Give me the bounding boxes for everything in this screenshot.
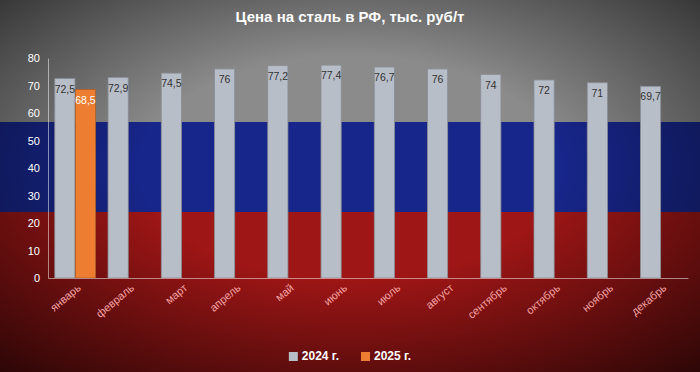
x-axis-line — [49, 278, 689, 279]
x-tick: март — [163, 278, 190, 306]
data-label: 69,7 — [640, 90, 661, 102]
bar — [55, 79, 75, 278]
bar — [215, 69, 235, 278]
x-tick-label: ноябрь — [580, 281, 616, 314]
x-tick-label: июнь — [321, 281, 349, 307]
data-label: 72,9 — [108, 82, 129, 94]
legend-swatch — [361, 352, 370, 361]
x-tick-label: март — [163, 281, 190, 306]
title: Цена на сталь в РФ, тыс. руб/т — [236, 8, 465, 25]
bar — [108, 78, 128, 278]
y-tick: 10 — [28, 245, 48, 257]
y-tick: 30 — [28, 190, 48, 202]
plot: 0 10 20 30 40 50 60 70 80 январь февраль март апрель… — [28, 52, 689, 321]
y-tick-label: 40 — [28, 162, 40, 174]
y-tick-label: 10 — [28, 245, 40, 257]
y-tick: 50 — [28, 135, 48, 147]
data-label: 68,5 — [75, 94, 96, 106]
vignette — [0, 0, 700, 372]
x-tick: апрель — [207, 278, 243, 314]
x-tick: сентябрь — [465, 278, 509, 321]
bar — [534, 80, 554, 278]
x-tick-label: сентябрь — [465, 281, 509, 320]
data-label: 74 — [485, 79, 497, 91]
y-tick-label: 30 — [28, 190, 40, 202]
y-tick-label: 50 — [28, 135, 40, 147]
legend-label: 2024 г. — [302, 349, 339, 363]
legend-item: 2025 г. — [361, 349, 411, 363]
x-tick: февраль — [94, 278, 137, 320]
background — [0, 0, 700, 372]
x-tick: январь — [48, 278, 83, 314]
bar — [428, 69, 448, 278]
y-tick-label: 60 — [28, 107, 40, 119]
data-label: 74,5 — [161, 77, 182, 89]
data-label: 77,2 — [268, 70, 289, 82]
bar — [481, 75, 501, 279]
x-axis: январь февраль март апрель май июнь июль август… — [48, 278, 689, 321]
y-axis: 0 10 20 30 40 50 60 70 80 — [28, 52, 49, 284]
x-tick-label: июль — [374, 281, 402, 307]
y-tick-label: 80 — [28, 52, 40, 64]
bar — [374, 67, 394, 278]
x-tick: ноябрь — [580, 278, 616, 314]
x-tick-label: февраль — [94, 281, 137, 320]
bar — [321, 65, 341, 278]
bar — [587, 83, 607, 278]
bars — [55, 65, 661, 278]
data-label: 71 — [591, 87, 603, 99]
y-tick-label: 70 — [28, 80, 40, 92]
y-tick: 70 — [28, 80, 48, 92]
bar — [640, 86, 660, 278]
x-tick-label: октябрь — [524, 281, 563, 316]
x-tick-label: апрель — [207, 281, 243, 314]
data-label: 72,5 — [55, 83, 76, 95]
y-tick: 60 — [28, 107, 48, 119]
y-tick: 20 — [28, 217, 48, 229]
data-labels: 72,5 72,9 74,5 76 77,2 77,4 76,7 76 74 72 71 69,7 68… — [55, 69, 661, 105]
x-tick-label: август — [423, 281, 455, 311]
x-tick: июнь — [321, 278, 349, 307]
data-label: 76,7 — [374, 71, 395, 83]
x-tick-label: май — [273, 281, 296, 303]
y-tick-label: 0 — [34, 272, 40, 284]
y-tick: 40 — [28, 162, 48, 174]
x-tick-label: январь — [48, 281, 83, 313]
data-label: 76 — [432, 73, 444, 85]
y-axis-line — [48, 59, 49, 279]
bar — [75, 90, 95, 278]
x-tick: май — [273, 278, 296, 303]
data-label: 76 — [219, 73, 231, 85]
data-label: 72 — [538, 84, 550, 96]
x-tick: декабрь — [629, 278, 669, 318]
legend-swatch — [289, 352, 298, 361]
bar — [161, 73, 181, 278]
x-tick: август — [423, 278, 455, 311]
y-tick-label: 20 — [28, 217, 40, 229]
y-tick: 80 — [28, 52, 48, 64]
bar — [268, 66, 288, 278]
x-tick-label: декабрь — [629, 281, 669, 317]
x-tick: октябрь — [524, 278, 563, 316]
legend-label: 2025 г. — [374, 349, 411, 363]
legend: 2024 г. 2025 г. — [289, 349, 411, 363]
x-tick: июль — [374, 278, 402, 308]
chart: 0 10 20 30 40 50 60 70 80 январь февраль март апрель… — [0, 0, 700, 372]
y-tick: 0 — [34, 272, 48, 284]
legend-item: 2024 г. — [289, 349, 339, 363]
data-label: 77,4 — [321, 69, 342, 81]
